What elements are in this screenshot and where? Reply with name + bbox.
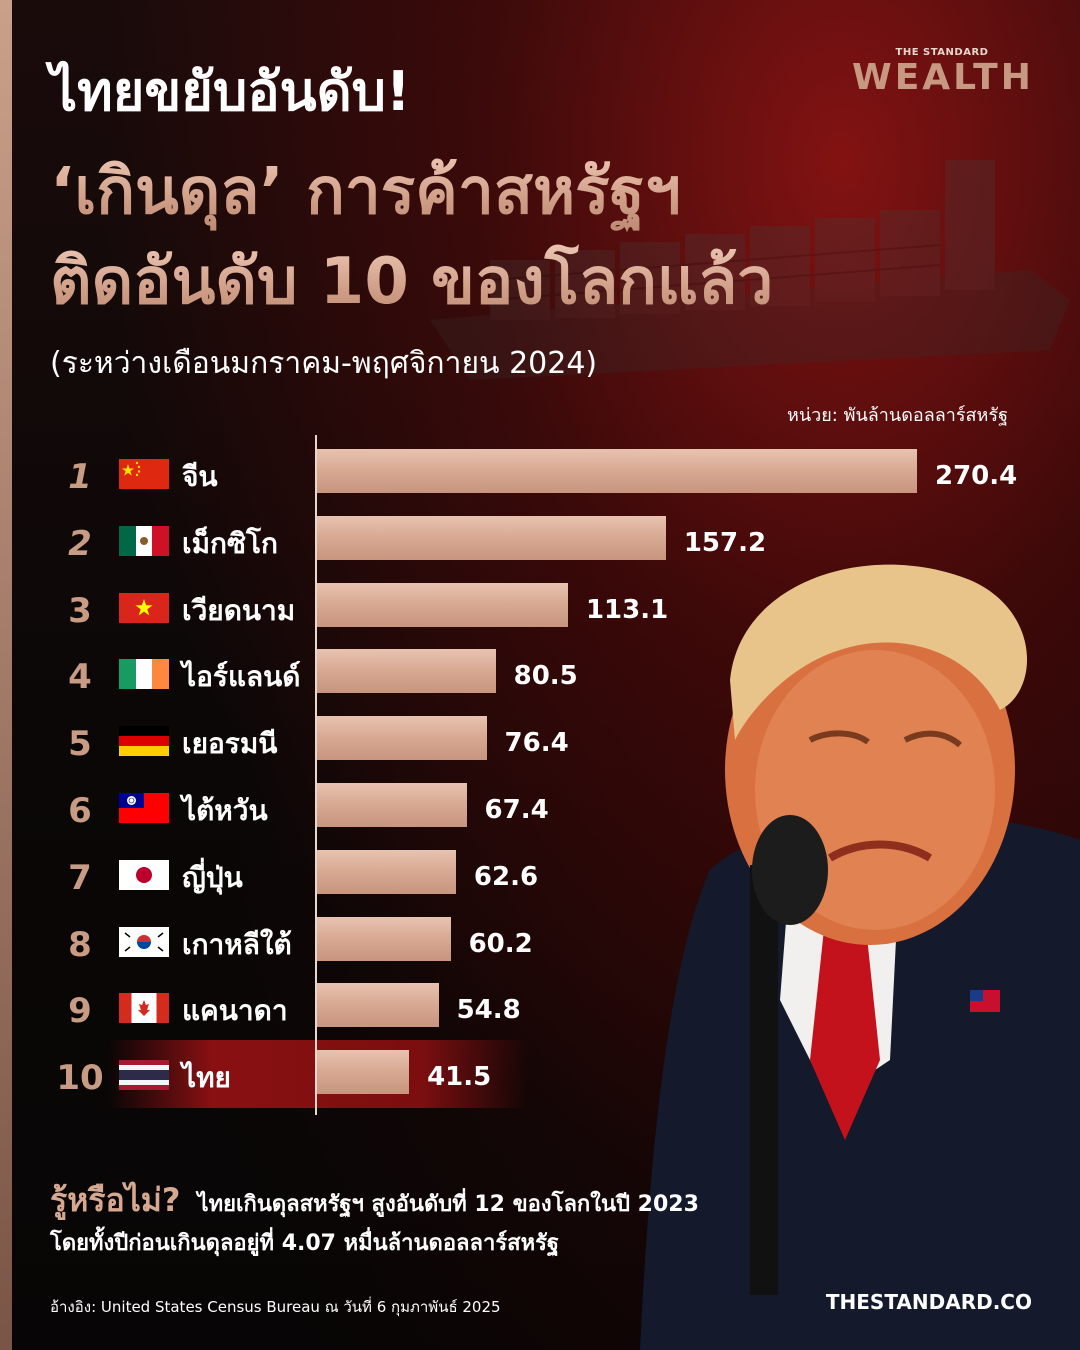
category-label: เวียดนาม (182, 593, 296, 627)
title-line-2: ‘เกินดุล’ การค้าสหรัฐฯ (50, 140, 681, 242)
brand-big-text: WEALTH (852, 57, 1034, 98)
bar (317, 849, 456, 894)
rank-label: 8 (68, 924, 92, 965)
category-label: เม็กซิโก (182, 526, 278, 560)
category-label: ญี่ปุ่น (182, 860, 243, 894)
chart-row: 6 ไต้หวัน 67.4 (0, 783, 1080, 855)
rank-label: 9 (68, 991, 92, 1032)
thailand-flag-icon (119, 1060, 169, 1091)
value-label: 60.2 (468, 928, 533, 959)
bar (317, 983, 439, 1028)
brand-small-text: THE STANDARD (895, 47, 989, 58)
bar (317, 449, 917, 493)
container-ship-illustration (430, 160, 1070, 380)
value-label: 67.4 (484, 795, 549, 825)
value-label: 80.5 (513, 661, 578, 692)
category-label: จีน (182, 460, 218, 493)
fact-line-2: โดยทั้งปีก่อนเกินดุลอยู่ที่ 4.07 หมื่นล้… (50, 1231, 560, 1256)
bar (317, 783, 467, 827)
person-photo (640, 564, 1080, 1350)
left-accent-bar (0, 0, 12, 1350)
ireland-flag-icon (119, 659, 169, 690)
value-label: 41.5 (427, 1062, 492, 1093)
category-label: เกาหลีใต้ (182, 927, 292, 961)
south-korea-flag-icon (119, 926, 169, 957)
category-label: แคนาดา (182, 994, 288, 1028)
value-label: 157.2 (683, 527, 767, 558)
germany-flag-icon (119, 726, 169, 757)
title-line-1: ไทยขยับอันดับ! (50, 60, 411, 123)
value-label: 62.6 (473, 861, 539, 892)
value-label: 270.4 (935, 461, 1018, 491)
chart-row: 4 ไอร์แลนด์ 80.5 (0, 649, 1080, 721)
rank-label: 7 (68, 857, 92, 898)
bar (317, 649, 496, 694)
rank-label: 1 (68, 457, 92, 497)
fact-line-1: ไทยเกินดุลสหรัฐฯ สูงอันดับที่ 12 ของโลกใ… (197, 1192, 699, 1217)
fact-question: รู้หรือไม่? (50, 1181, 181, 1219)
unit-label: หน่วย: พันล้านดอลลาร์สหรัฐ (786, 405, 1008, 426)
chart-row: 7 ญี่ปุ่น 62.6 (0, 849, 1080, 922)
value-label: 113.1 (585, 594, 669, 625)
chart-row: 10 ไทย 41.5 (0, 1050, 1080, 1122)
category-label: ไทย (182, 1061, 231, 1095)
subtitle: (ระหว่างเดือนมกราคม-พฤศจิกายน 2024) (50, 346, 598, 381)
bar (317, 582, 568, 627)
bar (317, 515, 666, 560)
rank-label: 3 (68, 590, 92, 631)
chart-row: 9 แคนาดา 54.8 (0, 983, 1080, 1055)
value-label: 54.8 (456, 995, 521, 1026)
japan-flag-icon (119, 859, 169, 890)
fact-box: รู้หรือไม่? ไทยเกินดุลสหรัฐฯ สูงอันดับที… (50, 1175, 699, 1226)
china-flag-icon (119, 459, 169, 489)
title-line-3: ติดอันดับ 10 ของโลกแล้ว (50, 230, 773, 332)
mexico-flag-icon (119, 525, 169, 556)
rank-label: 6 (68, 791, 92, 831)
category-label: ไอร์แลนด์ (182, 660, 301, 694)
canada-flag-icon (119, 993, 169, 1024)
bar (317, 916, 451, 961)
rank-label: 2 (68, 523, 92, 564)
rank-label: 10 (56, 1058, 104, 1099)
value-label: 76.4 (504, 728, 569, 759)
rank-label: 5 (68, 724, 92, 765)
source-note: อ้างอิง: United States Census Bureau ณ ว… (50, 1298, 501, 1316)
site-url: THESTANDARD.CO (825, 1290, 1032, 1314)
chart-row: 2 เม็กซิโก 157.2 (0, 515, 1080, 588)
vietnam-flag-icon (119, 592, 169, 623)
chart-row: 5 เยอรมนี 76.4 (0, 716, 1080, 788)
chart-axis-line (315, 435, 317, 1115)
taiwan-flag-icon (119, 793, 169, 823)
chart-row: 1 จีน 270.4 (0, 449, 1080, 521)
bar (317, 716, 487, 761)
rank-label: 4 (68, 657, 92, 698)
chart-row: 8 เกาหลีใต้ 60.2 (0, 916, 1080, 989)
chart-row: 3 เวียดนาม 113.1 (0, 582, 1080, 655)
brand-logo: THE STANDARD WEALTH (852, 48, 1032, 98)
category-label: เยอรมนี (182, 727, 278, 761)
bar (317, 1050, 410, 1095)
category-label: ไต้หวัน (182, 794, 268, 827)
